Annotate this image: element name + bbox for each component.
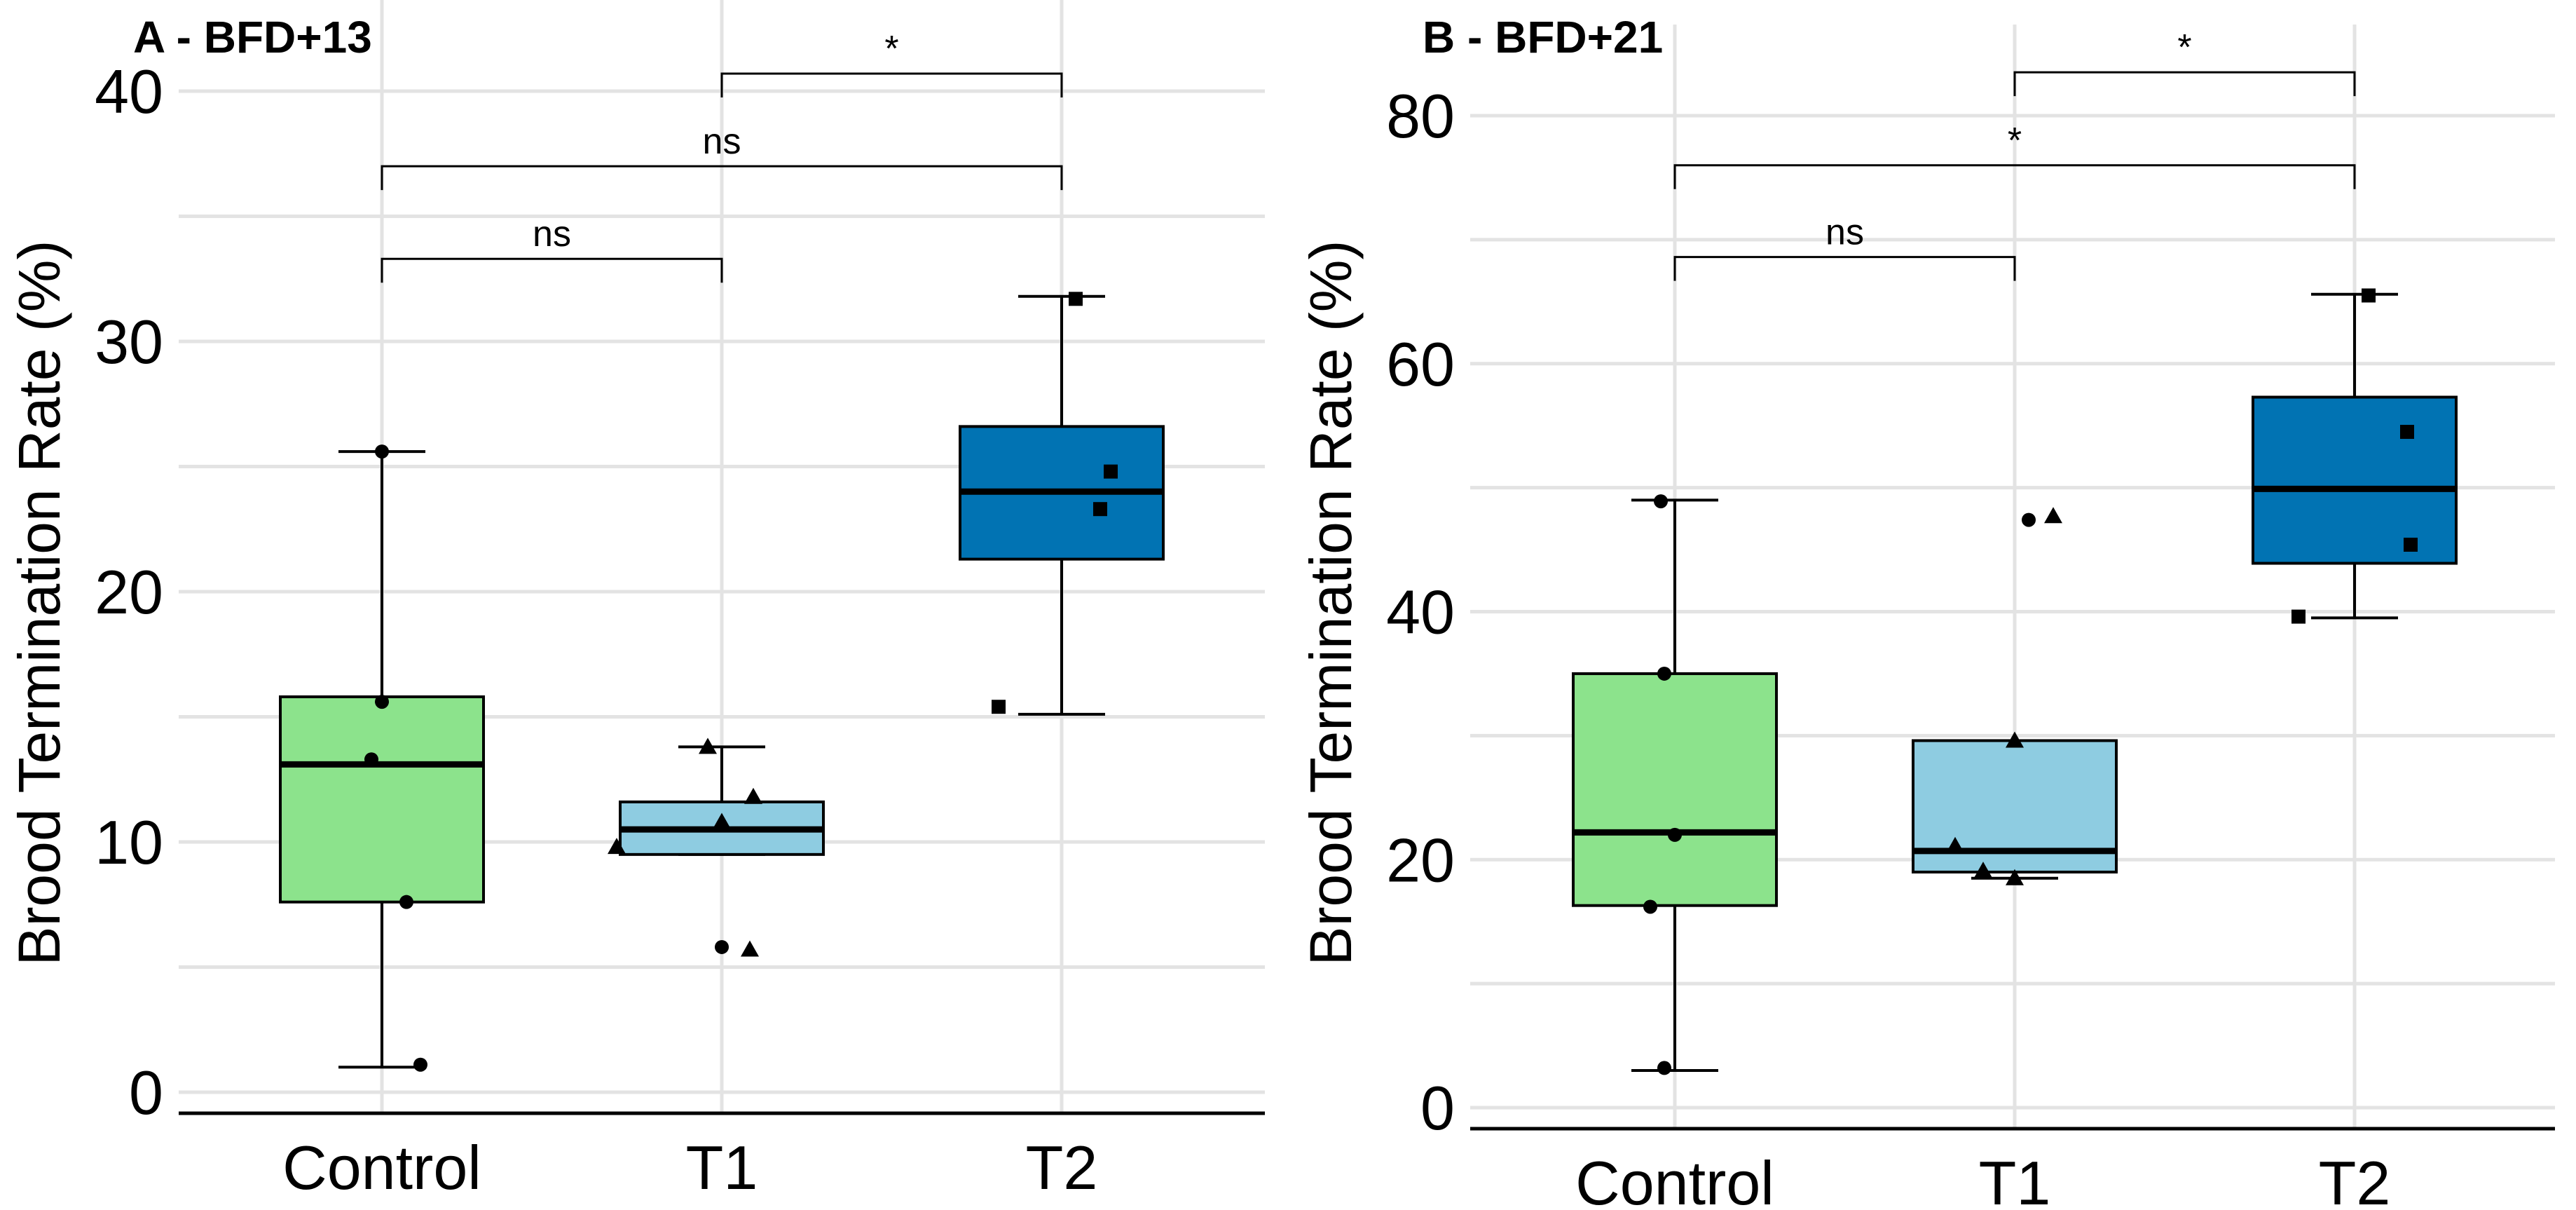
x-tick-label-t2: T2 <box>2319 1148 2391 1210</box>
panel-title: A - BFD+13 <box>133 12 372 62</box>
data-point-triangle <box>2006 731 2024 748</box>
significance-label: ns <box>1825 212 1864 253</box>
y-tick-label: 40 <box>95 57 163 126</box>
significance-label: ns <box>703 121 741 162</box>
data-point-square <box>2400 425 2414 440</box>
y-tick-label: 40 <box>1386 578 1455 647</box>
data-point-circle <box>715 939 729 954</box>
significance-bracket <box>381 257 723 283</box>
data-point-circle <box>364 752 378 767</box>
data-point-square <box>1104 464 1118 479</box>
data-point-circle <box>1668 827 1682 842</box>
data-point-circle <box>2022 512 2036 527</box>
x-tick-label-control: Control <box>1575 1148 1774 1210</box>
iqr-box <box>2252 395 2458 565</box>
data-point-triangle <box>741 940 759 957</box>
data-point-circle <box>1654 494 1668 509</box>
data-point-circle <box>1657 1061 1671 1075</box>
data-point-triangle <box>699 737 717 754</box>
y-tick-label: 30 <box>95 307 163 376</box>
iqr-box <box>1572 672 1778 907</box>
data-point-circle <box>413 1057 427 1072</box>
box-t1 <box>1912 739 2118 880</box>
significance-bracket <box>2013 71 2356 97</box>
data-point-square <box>2404 537 2418 552</box>
y-tick-label: 20 <box>95 557 163 627</box>
y-tick-label: 0 <box>129 1058 163 1127</box>
significance-bracket <box>720 72 1063 98</box>
data-point-triangle <box>713 813 731 829</box>
data-point-circle <box>1643 899 1657 914</box>
data-point-triangle <box>1974 862 1992 878</box>
y-tick-label: 80 <box>1386 81 1455 151</box>
significance-bracket <box>381 165 1063 191</box>
data-point-triangle <box>1946 836 1964 853</box>
data-point-circle <box>375 444 389 459</box>
significance-label: ns <box>533 214 571 254</box>
box-control <box>279 450 485 1069</box>
data-point-circle <box>375 695 389 709</box>
significance-label: * <box>2177 27 2191 68</box>
data-point-square <box>1093 502 1107 517</box>
y-axis-title: Brood Termination Rate (%) <box>6 240 72 966</box>
x-tick-label-control: Control <box>282 1133 481 1202</box>
x-tick-label-t1: T1 <box>1979 1148 2051 1210</box>
box-t2 <box>2252 292 2458 620</box>
panel-title: B - BFD+21 <box>1423 12 1663 62</box>
significance-label: * <box>2008 121 2022 161</box>
data-point-square <box>992 700 1006 714</box>
x-tick-label-t1: T1 <box>686 1133 758 1202</box>
data-point-triangle <box>2044 507 2062 524</box>
y-tick-label: 0 <box>1420 1073 1455 1143</box>
significance-label: * <box>884 29 898 69</box>
data-point-triangle <box>2006 869 2024 885</box>
significance-bracket <box>1673 164 2356 189</box>
iqr-box <box>279 695 485 904</box>
data-point-circle <box>1657 666 1671 681</box>
data-point-triangle <box>744 787 762 804</box>
x-tick-label-t2: T2 <box>1026 1133 1098 1202</box>
data-point-circle <box>399 895 413 909</box>
data-point-square <box>1069 292 1083 306</box>
box-t2 <box>959 294 1165 716</box>
y-tick-label: 60 <box>1386 329 1455 399</box>
y-tick-label: 20 <box>1386 825 1455 895</box>
data-point-triangle <box>608 838 626 855</box>
y-axis-title: Brood Termination Rate (%) <box>1298 240 1364 966</box>
panel-b: 0 20 40 60 80 Control T1 T2 Brood Termination Ra… <box>1298 12 2555 1210</box>
data-point-square <box>2362 288 2376 303</box>
box-control <box>1572 498 1778 1072</box>
data-point-square <box>2291 609 2306 624</box>
box-t1 <box>619 745 825 856</box>
panel-a: 0 10 20 30 40 Control T1 T2 Brood Termination Ra… <box>6 0 1265 1202</box>
y-tick-label: 10 <box>95 808 163 877</box>
significance-bracket <box>1673 256 2016 281</box>
